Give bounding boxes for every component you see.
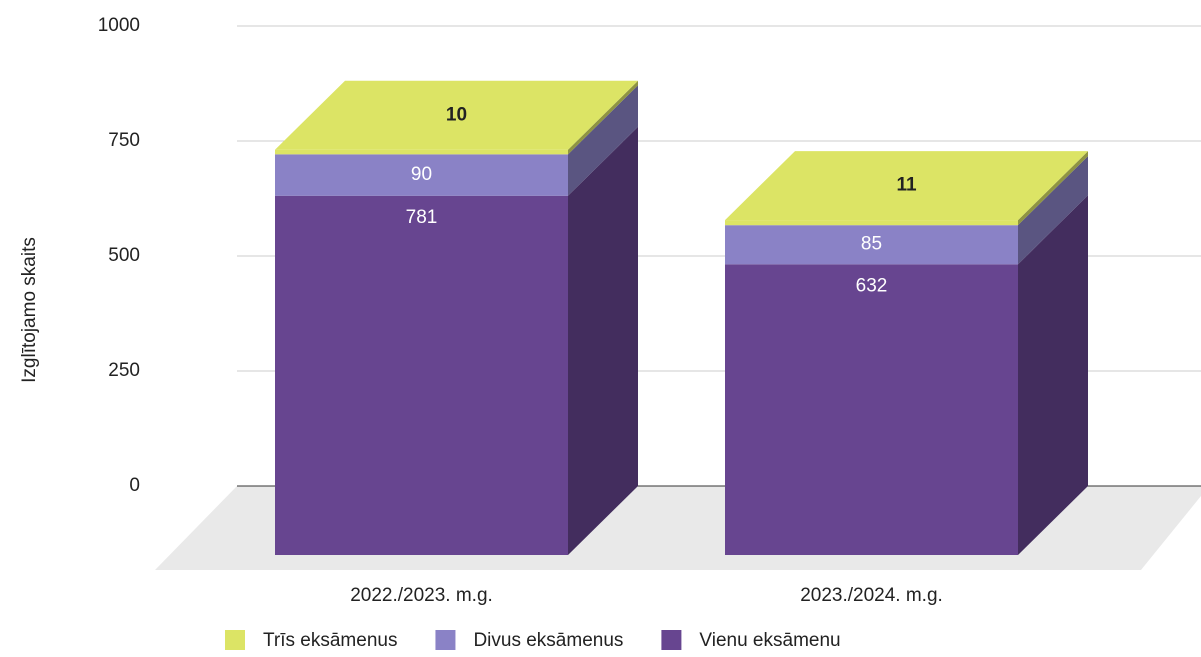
y-tick-label: 0 bbox=[129, 475, 140, 496]
value-label: 85 bbox=[861, 234, 882, 255]
y-tick-label: 250 bbox=[108, 360, 140, 381]
y-tick-label: 1000 bbox=[98, 15, 140, 36]
legend-swatch bbox=[435, 630, 456, 650]
bar-front bbox=[725, 220, 1018, 226]
bar-top bbox=[275, 80, 638, 150]
bar-front bbox=[275, 154, 568, 196]
value-label: 781 bbox=[406, 207, 438, 228]
value-label: 90 bbox=[411, 164, 432, 185]
value-label: 632 bbox=[856, 275, 888, 296]
legend-label: Divus eksāmenus bbox=[473, 630, 623, 651]
bar-side bbox=[1018, 195, 1088, 555]
y-axis-label: Izglītojamo skaits bbox=[19, 237, 40, 383]
y-tick-label: 750 bbox=[108, 130, 140, 151]
x-tick-label: 2023./2024. m.g. bbox=[800, 585, 943, 606]
value-label: 10 bbox=[446, 104, 467, 125]
legend-swatch bbox=[661, 630, 682, 650]
value-label: 11 bbox=[896, 175, 917, 196]
bar-side bbox=[568, 80, 638, 155]
bar-side bbox=[1018, 156, 1088, 265]
legend-swatch bbox=[225, 630, 245, 650]
bar-front bbox=[275, 149, 568, 155]
bar-side bbox=[568, 126, 638, 556]
bar-side bbox=[568, 85, 638, 196]
bar-side bbox=[1018, 151, 1088, 226]
legend-label: Vienu eksāmenu bbox=[699, 630, 840, 651]
bar-front bbox=[725, 225, 1018, 265]
bar-front bbox=[275, 195, 568, 556]
legend-label: Trīs eksāmenus bbox=[263, 630, 397, 651]
y-tick-label: 500 bbox=[108, 245, 140, 266]
bar-top bbox=[725, 151, 1088, 221]
x-tick-label: 2022./2023. m.g. bbox=[350, 585, 493, 606]
bar-front bbox=[725, 264, 1018, 555]
